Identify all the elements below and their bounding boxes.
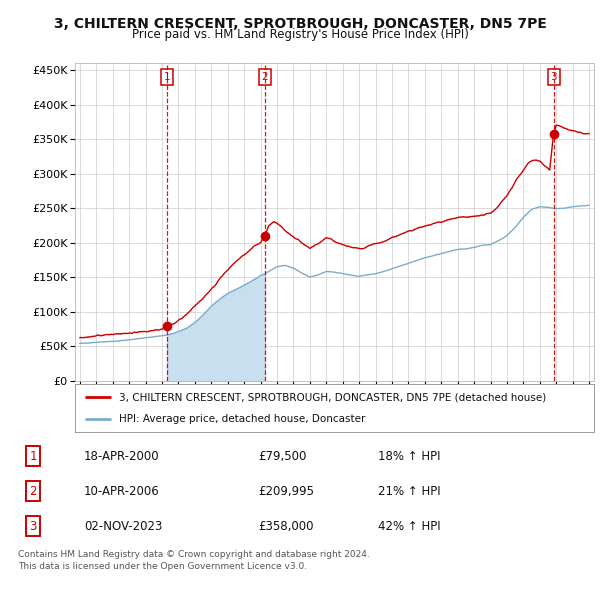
Text: Contains HM Land Registry data © Crown copyright and database right 2024.: Contains HM Land Registry data © Crown c… <box>18 550 370 559</box>
Text: 02-NOV-2023: 02-NOV-2023 <box>84 520 163 533</box>
Text: 3, CHILTERN CRESCENT, SPROTBROUGH, DONCASTER, DN5 7PE (detached house): 3, CHILTERN CRESCENT, SPROTBROUGH, DONCA… <box>119 392 547 402</box>
Text: 42% ↑ HPI: 42% ↑ HPI <box>378 520 440 533</box>
Text: 3: 3 <box>550 72 557 82</box>
Text: 1: 1 <box>29 450 37 463</box>
Text: Price paid vs. HM Land Registry's House Price Index (HPI): Price paid vs. HM Land Registry's House … <box>131 28 469 41</box>
Text: £79,500: £79,500 <box>258 450 307 463</box>
Text: 3: 3 <box>29 520 37 533</box>
Text: 3, CHILTERN CRESCENT, SPROTBROUGH, DONCASTER, DN5 7PE: 3, CHILTERN CRESCENT, SPROTBROUGH, DONCA… <box>53 17 547 31</box>
Text: 10-APR-2006: 10-APR-2006 <box>84 484 160 498</box>
Text: 21% ↑ HPI: 21% ↑ HPI <box>378 484 440 498</box>
Text: This data is licensed under the Open Government Licence v3.0.: This data is licensed under the Open Gov… <box>18 562 307 571</box>
Text: 2: 2 <box>262 72 268 82</box>
Text: £209,995: £209,995 <box>258 484 314 498</box>
Text: £358,000: £358,000 <box>258 520 314 533</box>
Text: 2: 2 <box>29 484 37 498</box>
Text: 1: 1 <box>163 72 170 82</box>
Text: HPI: Average price, detached house, Doncaster: HPI: Average price, detached house, Donc… <box>119 414 365 424</box>
Text: 18% ↑ HPI: 18% ↑ HPI <box>378 450 440 463</box>
Text: 18-APR-2000: 18-APR-2000 <box>84 450 160 463</box>
